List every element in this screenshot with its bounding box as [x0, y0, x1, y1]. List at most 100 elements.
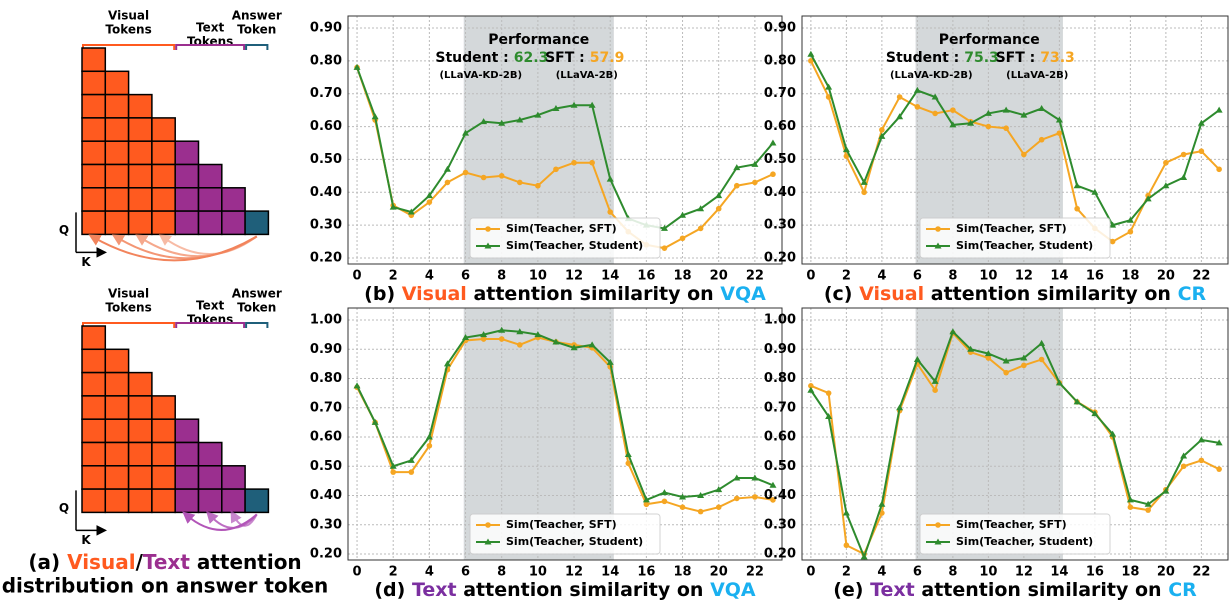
attention-arrow — [182, 511, 258, 531]
legend-label: Sim(Teacher, Student) — [956, 535, 1093, 548]
point — [715, 205, 722, 212]
group-label: Tokens — [105, 23, 151, 37]
caption-part: Text — [870, 579, 915, 601]
point — [516, 116, 524, 123]
point — [843, 153, 850, 159]
point — [679, 504, 686, 511]
y-tick-label: 0.80 — [310, 53, 342, 68]
cell — [151, 140, 176, 166]
point — [715, 504, 722, 511]
point — [1021, 362, 1027, 369]
point — [1197, 119, 1205, 126]
group-bracket — [175, 322, 246, 328]
caption-part: attention — [190, 550, 302, 574]
series-line — [810, 329, 1220, 560]
point — [896, 404, 904, 411]
point — [985, 123, 992, 130]
point — [751, 474, 759, 481]
caption-part: (a) — [28, 550, 67, 574]
point — [480, 174, 487, 181]
cell — [127, 371, 153, 397]
point — [931, 93, 939, 100]
point — [1003, 125, 1009, 132]
point — [733, 182, 740, 189]
cell — [197, 163, 223, 189]
x-tick-label: 12 — [565, 269, 583, 284]
point — [1038, 105, 1046, 111]
point — [571, 159, 577, 166]
point — [1162, 182, 1170, 189]
y-tick-label: 0.80 — [764, 371, 796, 386]
caption-part: attention similarity on — [467, 283, 720, 305]
point — [1109, 238, 1116, 245]
legend-label: Sim(Teacher, SFT) — [506, 222, 617, 235]
y-tick-label: 0.30 — [764, 218, 796, 233]
y-tick-label: 0.60 — [310, 430, 342, 445]
y-tick-label: 0.20 — [310, 251, 342, 266]
cell — [104, 465, 130, 490]
point — [733, 164, 741, 171]
x-tick-label: 6 — [461, 565, 470, 580]
group-bracket — [245, 44, 269, 50]
point — [985, 355, 992, 361]
cell — [104, 70, 130, 96]
annotation-model: (LLaVA-2B) — [1006, 70, 1068, 81]
point — [588, 341, 596, 348]
x-tick-label: 14 — [601, 269, 619, 284]
plot-frame — [347, 15, 783, 265]
x-tick-label: 4 — [425, 269, 434, 284]
point — [553, 166, 559, 173]
group-label: Token — [237, 301, 276, 315]
cell — [151, 210, 176, 236]
legend-label: Sim(Teacher, Student) — [506, 535, 643, 548]
caption: (c) Visual attention similarity on CR — [824, 283, 1207, 305]
point — [1074, 205, 1080, 212]
point — [733, 474, 741, 481]
point — [932, 110, 938, 117]
point — [607, 209, 614, 215]
point — [407, 456, 415, 463]
x-tick-label: 12 — [565, 565, 583, 580]
cell — [197, 488, 223, 514]
q-label: Q — [59, 501, 69, 515]
y-tick-label: 1.00 — [310, 313, 342, 328]
x-tick-label: 8 — [497, 565, 506, 580]
series-line — [356, 329, 774, 502]
q-label: Q — [59, 223, 69, 237]
point — [1020, 111, 1028, 118]
x-tick-label: 6 — [913, 269, 922, 284]
legend-marker — [484, 538, 492, 545]
point — [408, 469, 415, 475]
cell — [81, 395, 107, 420]
point — [498, 326, 506, 333]
x-tick-label: 4 — [877, 269, 886, 284]
cell — [174, 210, 200, 236]
point — [733, 495, 740, 502]
series-line — [356, 67, 774, 230]
y-tick-label: 0.70 — [310, 400, 342, 415]
x-tick-label: 18 — [1121, 269, 1139, 284]
x-tick-label: 20 — [1157, 565, 1175, 580]
x-tick-label: 22 — [1192, 269, 1210, 284]
point — [751, 160, 759, 167]
cell — [197, 187, 223, 212]
point — [949, 121, 957, 128]
cell — [151, 441, 176, 467]
caption-part: Text — [143, 550, 190, 574]
y-tick-label: 0.70 — [310, 86, 342, 101]
cell — [81, 418, 107, 444]
caption-part: (e) — [833, 579, 870, 601]
point — [1109, 221, 1117, 228]
group-label: Text — [196, 21, 224, 35]
cell — [81, 465, 107, 490]
caption-part: VQA — [720, 283, 766, 305]
cell — [127, 210, 153, 236]
point — [1055, 379, 1063, 386]
x-tick-label: 12 — [1015, 269, 1033, 284]
x-tick-label: 8 — [948, 565, 957, 580]
annotation-heading: Performance — [939, 32, 1040, 48]
point — [353, 63, 361, 70]
cell — [174, 418, 200, 444]
cell — [197, 441, 223, 467]
point — [715, 192, 723, 199]
